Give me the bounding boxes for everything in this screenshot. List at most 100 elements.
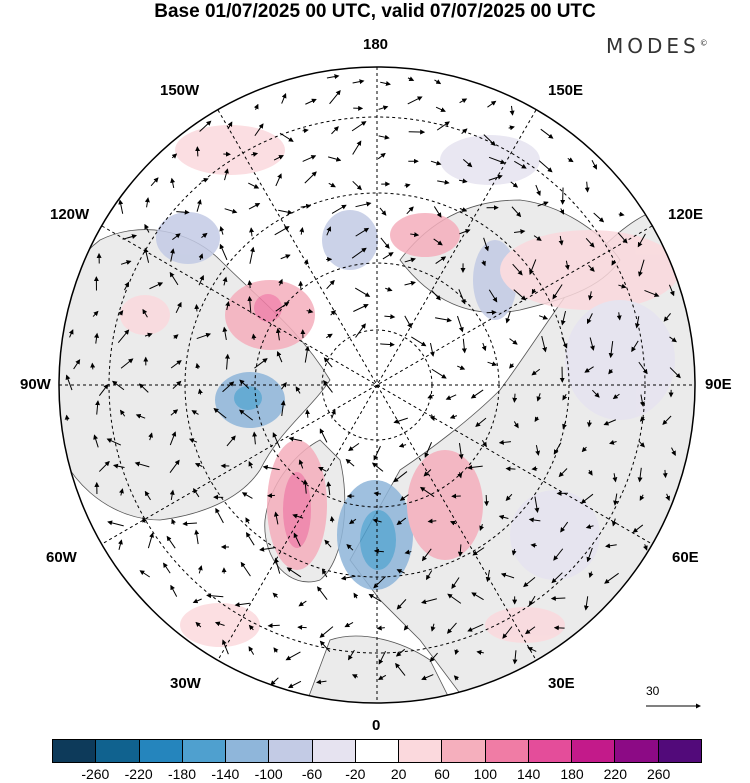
wind-vector <box>637 233 646 248</box>
wind-vector <box>118 199 124 214</box>
wind-vector <box>435 106 446 112</box>
wind-vector <box>120 358 134 369</box>
wind-vector <box>144 197 150 208</box>
wind-vector <box>259 546 275 552</box>
wind-vector <box>194 529 200 545</box>
colorbar-swatch <box>226 740 270 762</box>
wind-vector <box>558 468 568 478</box>
wind-vector <box>281 93 287 104</box>
wind-vector <box>513 229 526 235</box>
wind-vector <box>488 156 506 165</box>
wind-vector <box>511 206 522 218</box>
wind-vector <box>326 74 340 80</box>
wind-vector <box>403 625 409 631</box>
wind-vector <box>634 316 640 329</box>
wind-vector <box>611 260 617 266</box>
wind-vector <box>528 595 536 607</box>
wind-vector <box>317 586 328 600</box>
wind-vector <box>427 518 437 524</box>
wind-vector <box>171 153 178 159</box>
wind-vector <box>553 548 564 561</box>
wind-vector <box>135 414 146 419</box>
wind-vector <box>171 518 176 525</box>
wind-vector <box>472 547 485 556</box>
wind-vector <box>227 121 233 130</box>
wind-vector <box>351 121 367 132</box>
logo-text: MODES <box>606 34 700 58</box>
wind-vector <box>665 493 670 502</box>
wind-vector <box>278 278 283 286</box>
wind-vector <box>139 570 151 578</box>
wind-vector <box>219 226 225 235</box>
wind-vector <box>331 204 347 214</box>
wind-vector <box>564 260 570 271</box>
wind-vector <box>618 211 625 217</box>
wind-vector <box>118 310 124 316</box>
wind-vector <box>618 283 627 289</box>
wind-vector <box>382 252 394 260</box>
wind-vector <box>435 256 447 264</box>
wind-vector <box>172 233 181 240</box>
wind-vector <box>188 438 198 444</box>
wind-vector <box>609 439 617 445</box>
label-120w: 120W <box>50 206 90 223</box>
wind-vector <box>248 203 261 210</box>
wind-vector <box>429 342 435 357</box>
wind-vector <box>552 284 563 300</box>
wind-vector <box>528 517 541 523</box>
wind-vector <box>380 237 390 249</box>
label-180: 180 <box>363 36 389 53</box>
wind-vector <box>527 647 537 652</box>
wind-vector <box>351 674 358 679</box>
wind-vector <box>502 626 513 639</box>
wind-vector <box>305 98 317 105</box>
wind-vector <box>305 409 311 418</box>
polar-map <box>58 66 701 709</box>
wind-vector <box>346 544 354 551</box>
wind-vector <box>234 602 250 608</box>
wind-vector <box>380 341 395 347</box>
wind-vector <box>94 332 100 344</box>
wind-vector <box>419 486 435 498</box>
wind-vector <box>377 152 386 160</box>
wind-vector <box>251 333 257 341</box>
wind-vector <box>328 156 342 162</box>
wind-vector <box>421 598 437 605</box>
anomaly-pos-mid-atlantic <box>180 603 260 647</box>
anomaly-neg-central-asia <box>565 300 675 420</box>
wind-vector <box>487 361 498 367</box>
colorbar-tick-label: -20 <box>345 766 366 782</box>
wind-vector <box>393 471 408 483</box>
wind-vector <box>457 544 463 557</box>
wind-vector <box>671 447 676 456</box>
wind-vector <box>434 79 442 85</box>
wind-vector <box>663 313 671 322</box>
wind-vector <box>144 332 153 338</box>
wind-vector <box>488 289 498 303</box>
wind-vector <box>239 409 254 421</box>
wind-vector <box>65 374 73 391</box>
wind-vector <box>117 329 130 343</box>
colorbar-swatch <box>139 740 183 762</box>
wind-vector <box>550 595 566 601</box>
wind-vector <box>459 178 468 184</box>
wind-vector <box>113 463 125 469</box>
wind-vector <box>404 257 416 263</box>
wind-vector <box>540 128 554 139</box>
wind-vector <box>639 416 646 422</box>
colorbar-swatch <box>182 740 227 762</box>
wind-vector <box>514 160 527 169</box>
wind-vector <box>302 155 317 162</box>
wind-vector <box>198 274 204 286</box>
wind-vector <box>270 677 279 686</box>
wind-vector <box>378 105 389 111</box>
wind-vector <box>302 479 308 494</box>
wind-vector <box>612 473 618 483</box>
anomaly-neg-bering <box>440 135 540 185</box>
wind-vector <box>379 207 387 216</box>
colorbar-tick-label: 260 <box>646 766 671 782</box>
wind-vector <box>143 247 150 263</box>
wind-vector <box>280 400 286 417</box>
wind-vector <box>605 543 617 549</box>
wind-vector <box>319 428 328 443</box>
